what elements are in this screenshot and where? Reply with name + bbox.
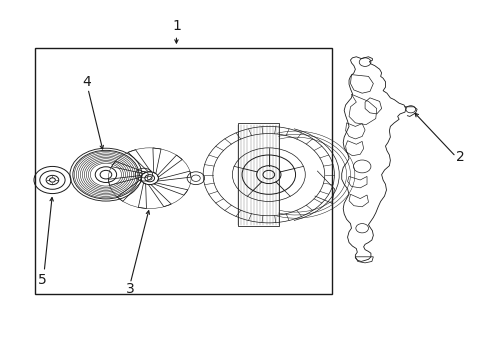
Text: 4: 4 [82,75,91,89]
Bar [35,48,331,294]
Bar [238,123,279,226]
Text: 3: 3 [125,282,134,296]
Text: 1: 1 [172,19,181,33]
Text: 5: 5 [38,273,47,287]
Text: 2: 2 [456,150,464,164]
